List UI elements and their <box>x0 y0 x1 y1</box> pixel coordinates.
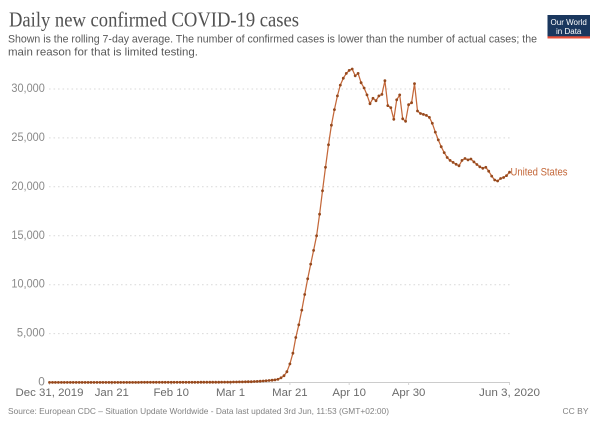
svg-text:Shown is the rolling 7-day ave: Shown is the rolling 7-day average. The … <box>8 34 537 46</box>
svg-text:Mar 1: Mar 1 <box>216 387 245 399</box>
svg-text:Source: European CDC – Situati: Source: European CDC – Situation Update … <box>8 406 389 416</box>
svg-text:25,000: 25,000 <box>11 130 45 144</box>
svg-text:main reason for that is limite: main reason for that is limited testing. <box>8 47 198 59</box>
svg-text:15,000: 15,000 <box>11 228 45 242</box>
svg-text:0: 0 <box>38 375 45 389</box>
svg-text:5,000: 5,000 <box>17 326 45 340</box>
svg-text:in Data: in Data <box>556 27 582 36</box>
svg-text:Our World: Our World <box>551 18 587 27</box>
svg-text:Jun 3, 2020: Jun 3, 2020 <box>479 387 540 399</box>
svg-text:Mar 21: Mar 21 <box>272 387 307 399</box>
svg-text:Jan 21: Jan 21 <box>95 387 129 399</box>
svg-text:10,000: 10,000 <box>11 277 45 291</box>
svg-text:United States: United States <box>511 167 568 179</box>
svg-text:Apr 10: Apr 10 <box>332 387 366 399</box>
svg-text:Dec 31, 2019: Dec 31, 2019 <box>16 387 84 399</box>
svg-text:20,000: 20,000 <box>11 179 45 193</box>
svg-text:Apr 30: Apr 30 <box>392 387 426 399</box>
svg-text:Feb 10: Feb 10 <box>153 387 188 399</box>
svg-text:30,000: 30,000 <box>11 81 45 95</box>
svg-text:Daily new confirmed COVID-19 c: Daily new confirmed COVID-19 cases <box>9 7 299 31</box>
svg-text:CC BY: CC BY <box>563 406 589 416</box>
